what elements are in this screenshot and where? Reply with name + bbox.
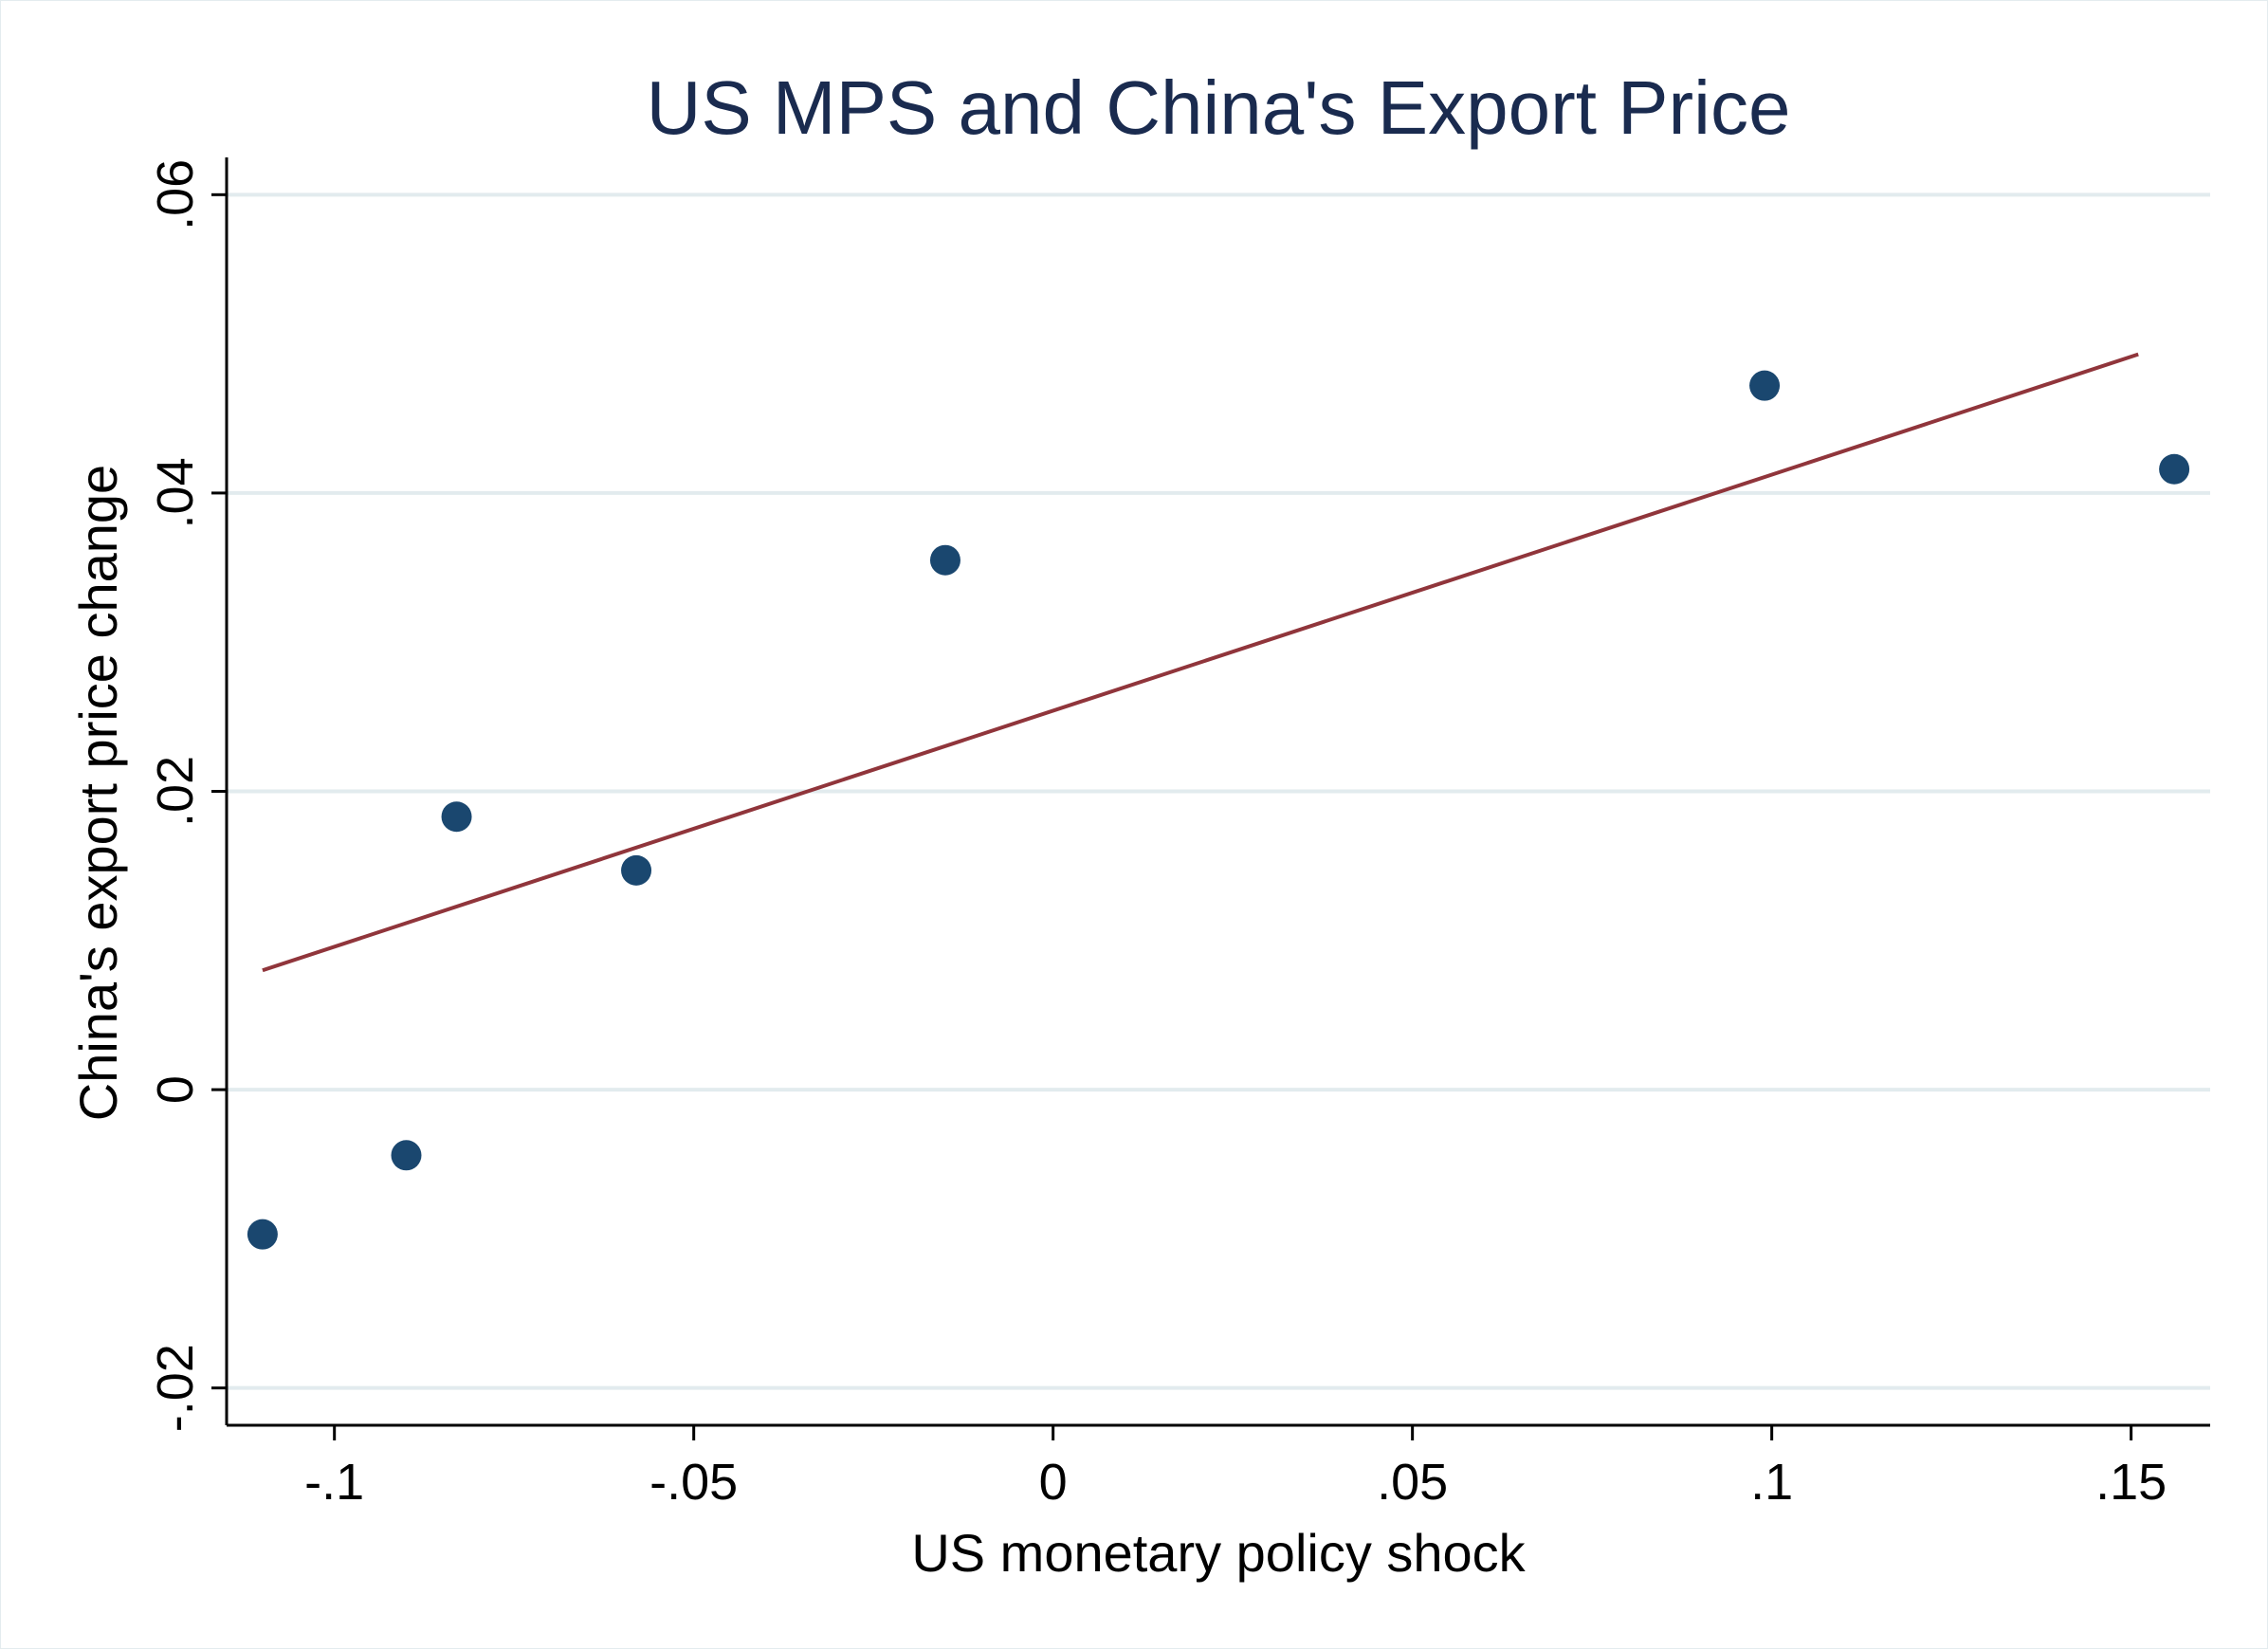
fit-line	[262, 352, 2139, 973]
x-tick-label: .1	[1750, 1454, 1793, 1511]
y-axis-label: China's export price change	[68, 465, 128, 1121]
grid-lines	[227, 192, 2210, 1390]
x-tick-label: -.1	[304, 1454, 364, 1511]
data-point	[621, 854, 652, 886]
fit-line-layer	[262, 352, 2139, 973]
scatter-points	[247, 370, 2190, 1250]
x-tick-label: -.05	[649, 1454, 738, 1511]
data-point	[929, 544, 960, 576]
axes: -.02 0 .02 .04 .06 -.1 -.05 0 .05 .1 .15	[147, 157, 2210, 1511]
data-point	[441, 801, 472, 833]
data-point	[247, 1219, 278, 1250]
data-point	[1749, 370, 1781, 401]
y-tick-label: 0	[147, 1075, 204, 1104]
y-tick-label: .06	[147, 159, 204, 230]
y-tick-label: .02	[147, 756, 204, 827]
data-point	[2159, 453, 2190, 485]
x-axis-label: US monetary policy shock	[911, 1523, 1526, 1583]
chart-title: US MPS and China's Export Price	[647, 65, 1791, 150]
y-tick-label: .04	[147, 457, 204, 528]
y-tick-label: -.02	[147, 1344, 204, 1432]
data-point	[391, 1140, 422, 1171]
x-tick-label: .05	[1377, 1454, 1448, 1511]
x-tick-label: .15	[2095, 1454, 2167, 1511]
x-tick-label: 0	[1039, 1454, 1068, 1511]
